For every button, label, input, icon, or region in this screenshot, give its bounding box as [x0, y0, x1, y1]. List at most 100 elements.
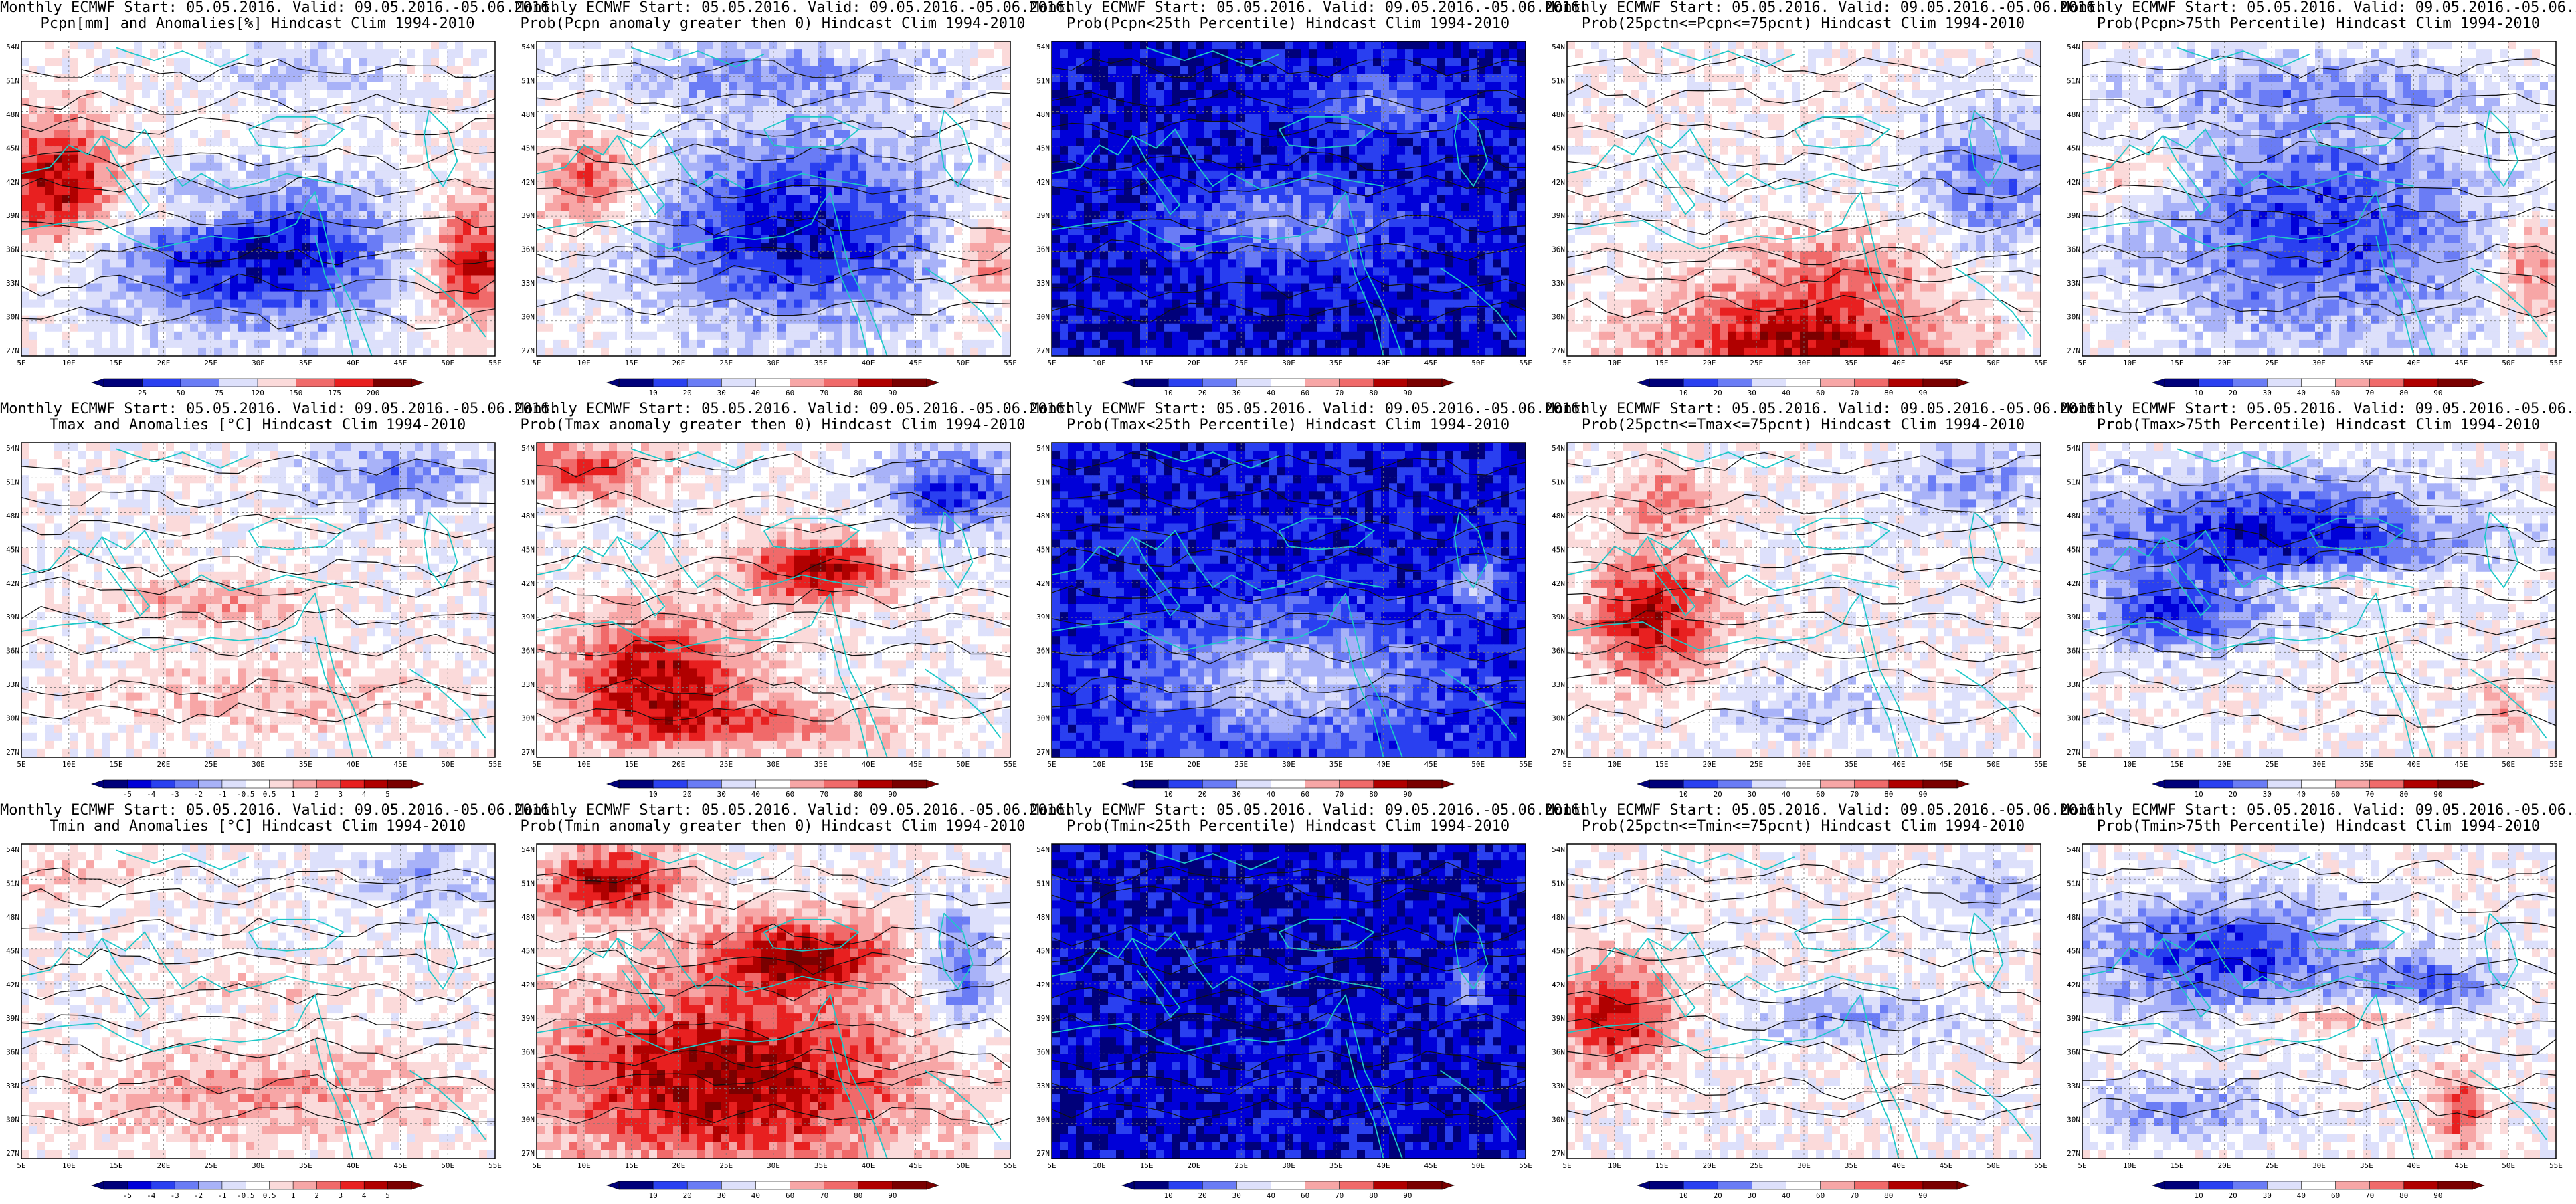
contour-lines [2082, 55, 2557, 318]
lat-tick-label: 30N [521, 714, 535, 723]
coastlines [21, 849, 486, 1159]
colorbar-tick-label: -0.5 [237, 1191, 255, 1200]
colorbar-swatch [1751, 378, 1787, 387]
lon-tick-label: 15E [2171, 359, 2184, 367]
lat-tick-label: 42N [1036, 981, 1050, 989]
lon-tick-label: 45E [1939, 359, 1952, 367]
lat-tick-label: 51N [1552, 478, 1565, 486]
lat-tick-label: 45N [521, 144, 535, 153]
panel-title-line2: Prob(Tmax>75th Percentile) Hindcast Clim… [2061, 417, 2576, 433]
colorbar-swatch [1649, 779, 1684, 789]
lon-tick-label: 5E [2078, 760, 2086, 769]
lon-tick-label: 30E [767, 359, 780, 367]
lon-tick-label: 35E [299, 760, 312, 769]
colorbar-swatch [2198, 378, 2234, 387]
panel-title-line1: Monthly ECMWF Start: 05.05.2016. Valid: … [1546, 0, 2104, 16]
lon-tick-label: 25E [719, 1161, 733, 1170]
lon-tick-label: 35E [1329, 1161, 1343, 1170]
colorbar-tick-label: 80 [2399, 790, 2408, 799]
lat-tick-label: 27N [2067, 346, 2080, 355]
lon-tick-label: 40E [1377, 1161, 1390, 1170]
lon-tick-label: 20E [672, 359, 685, 367]
lon-tick-label: 25E [204, 359, 217, 367]
lat-tick-label: 36N [2067, 647, 2080, 656]
colorbar-swatch [127, 779, 152, 789]
lon-tick-label: 50E [441, 359, 454, 367]
lon-tick-label: 35E [299, 1161, 312, 1170]
lat-tick-label: 39N [2067, 1014, 2080, 1023]
colorbar-tick-label: 90 [1918, 790, 1927, 799]
lon-tick-label: 25E [1750, 760, 1763, 769]
colorbar-swatch [2232, 1181, 2268, 1190]
colorbar-tick-label: 20 [2229, 389, 2237, 397]
lat-tick-label: 27N [1036, 1149, 1050, 1158]
colorbar-tick-label: 70 [1335, 790, 1344, 799]
lon-tick-label: 40E [862, 1161, 875, 1170]
colorbar-tick-label: 40 [751, 1191, 760, 1200]
colorbar-tick-label: 60 [2331, 389, 2340, 397]
lat-tick-label: 39N [521, 211, 535, 220]
lon-tick-label: 35E [814, 359, 828, 367]
field-shading [537, 443, 1011, 758]
lon-tick-label: 35E [2360, 1161, 2373, 1170]
lat-tick-label: 48N [6, 512, 19, 520]
lat-tick-label: 36N [521, 647, 535, 656]
lat-tick-label: 33N [521, 279, 535, 288]
lon-tick-label: 5E [1047, 760, 1056, 769]
colorbar-swatch [2437, 1181, 2473, 1190]
lon-tick-label: 15E [110, 1161, 123, 1170]
colorbar-swatch [652, 779, 688, 789]
lat-tick-label: 48N [1552, 512, 1565, 520]
lat-tick-label: 42N [1036, 579, 1050, 588]
lat-tick-label: 45N [2067, 144, 2080, 153]
lat-tick-label: 54N [1552, 444, 1565, 453]
lat-tick-label: 30N [1036, 714, 1050, 723]
lon-tick-label: 50E [2502, 1161, 2515, 1170]
panel-title-line2: Pcpn[mm] and Anomalies[%] Hindcast Clim … [0, 16, 515, 32]
lon-tick-label: 50E [1471, 1161, 1485, 1170]
lat-tick-label: 30N [1036, 1116, 1050, 1124]
lat-tick-label: 48N [1552, 110, 1565, 119]
lon-tick-label: 40E [2407, 1161, 2421, 1170]
colorbar-swatch [1922, 1181, 1958, 1190]
colorbar-swatch [2403, 378, 2439, 387]
panel-title-line2: Prob(25pctn<=Tmin<=75pcnt) Hindcast Clim… [1546, 819, 2061, 835]
colorbar-swatch [1820, 378, 1855, 387]
map-figure: 54N 51N 48N 45N 42N 39N 36N 33N 30N 27N 5E 10E 15E 20… [1552, 41, 2047, 397]
map-frame [1051, 442, 1526, 758]
lat-tick-label: 48N [2067, 913, 2080, 922]
colorbar-tick-label: 80 [854, 389, 862, 397]
lon-tick-label: 20E [1187, 359, 1200, 367]
colorbar-swatch [892, 378, 927, 387]
lon-tick-label: 45E [1424, 760, 1437, 769]
colorbar-swatch [2335, 378, 2371, 387]
lat-tick-label: 36N [6, 647, 19, 656]
colorbar-swatch [721, 378, 757, 387]
colorbar-tick-label: 70 [1335, 1191, 1344, 1200]
colorbar-tick-label: 1 [291, 790, 296, 799]
lat-tick-label: 48N [521, 512, 535, 520]
colorbar-swatch [858, 1181, 893, 1190]
lon-tick-label: 10E [577, 359, 591, 367]
graticule [1052, 443, 1526, 757]
lon-tick-label: 5E [2078, 359, 2086, 367]
lon-tick-label: 5E [1047, 1161, 1056, 1170]
colorbar-swatch [2301, 1181, 2336, 1190]
map-frame [1566, 843, 2041, 1159]
colorbar-tick-label: -5 [123, 790, 132, 799]
colorbar-tick-label: 10 [1164, 1191, 1172, 1200]
colorbar-swatch [892, 779, 927, 789]
lon-tick-label: 10E [62, 760, 76, 769]
lon-tick-label: 45E [2454, 760, 2468, 769]
colorbar-tick-label: 40 [2297, 389, 2306, 397]
colorbar: -5 -4 -3 -2 -1 -0.5 0.5 1 2 3 4 5 [91, 779, 424, 799]
lat-tick-label: 33N [6, 680, 19, 689]
lat-tick-label: 27N [6, 346, 19, 355]
coastlines [536, 47, 1002, 357]
lat-tick-label: 30N [6, 313, 19, 322]
lat-tick-label: 51N [521, 478, 535, 486]
panel-title-line2: Prob(Tmin>75th Percentile) Hindcast Clim… [2061, 819, 2576, 835]
lon-tick-label: 15E [625, 760, 638, 769]
graticule [1567, 443, 2041, 757]
lat-tick-label: 45N [1036, 946, 1050, 955]
